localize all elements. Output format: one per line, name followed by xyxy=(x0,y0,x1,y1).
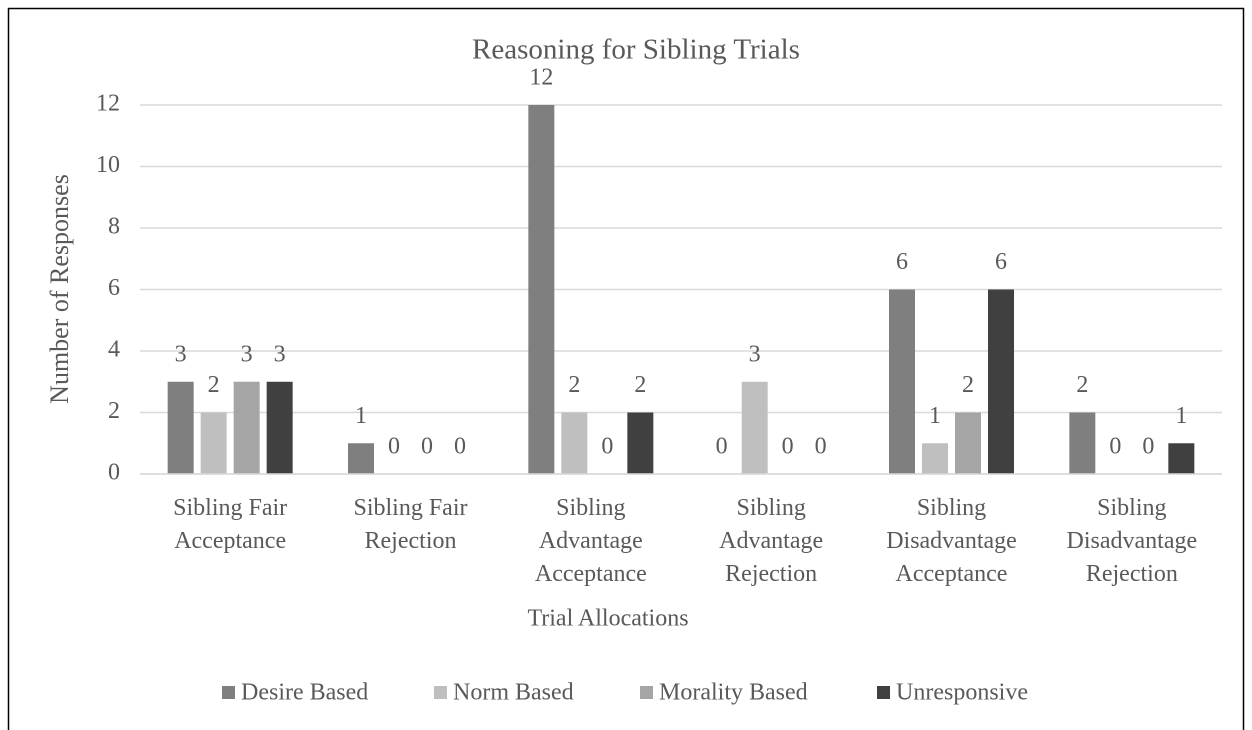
bar xyxy=(1168,443,1195,474)
data-label: 3 xyxy=(241,341,253,367)
y-tick-label: 2 xyxy=(108,398,120,424)
data-label: 1 xyxy=(1175,403,1187,429)
x-tick-label: Sibling Advantage Rejection xyxy=(719,495,824,587)
data-label: 0 xyxy=(782,434,794,460)
data-label: 2 xyxy=(634,372,646,398)
y-tick-label: 10 xyxy=(96,152,120,178)
x-tick-label: Sibling Fair Acceptance xyxy=(173,495,288,554)
bar xyxy=(889,289,915,474)
y-tick-label: 4 xyxy=(108,337,120,363)
bar xyxy=(922,443,948,474)
data-label: 3 xyxy=(175,341,187,367)
chart-title: Reasoning for Sibling Trials xyxy=(472,34,800,66)
data-label: 2 xyxy=(208,372,220,398)
y-tick-label: 12 xyxy=(96,91,120,117)
bar xyxy=(1069,412,1096,474)
data-label: 3 xyxy=(274,341,286,367)
data-label: 6 xyxy=(995,249,1007,275)
legend-swatch xyxy=(434,686,447,699)
data-label: 0 xyxy=(1109,434,1121,460)
bar xyxy=(167,381,194,474)
data-label: 3 xyxy=(749,341,761,367)
bar xyxy=(528,105,555,474)
x-tick-label: Sibling Fair Rejection xyxy=(353,495,468,554)
bar xyxy=(988,289,1014,474)
legend-swatch xyxy=(222,686,235,699)
legend-swatch xyxy=(640,686,653,699)
y-tick-label: 0 xyxy=(108,460,120,486)
data-label: 2 xyxy=(1076,372,1088,398)
bar xyxy=(266,381,293,474)
data-label: 0 xyxy=(388,434,400,460)
y-tick-label: 6 xyxy=(108,275,120,301)
data-label: 6 xyxy=(896,249,908,275)
data-label: 0 xyxy=(601,434,613,460)
legend-label: Morality Based xyxy=(659,680,808,706)
data-label: 0 xyxy=(716,434,728,460)
x-tick-label: Sibling Disadvantage Acceptance xyxy=(886,495,1017,587)
bar xyxy=(741,381,768,474)
data-label: 0 xyxy=(1142,434,1154,460)
legend-label: Desire Based xyxy=(241,680,368,706)
legend-label: Unresponsive xyxy=(896,680,1028,706)
y-axis-title: Number of Responses xyxy=(45,174,74,404)
x-axis-title: Trial Allocations xyxy=(527,606,688,632)
legend-swatch xyxy=(877,686,890,699)
x-tick-label: Sibling Advantage Acceptance xyxy=(534,495,647,587)
data-label: 0 xyxy=(815,434,827,460)
data-label: 2 xyxy=(962,372,974,398)
bar xyxy=(348,443,374,474)
bar xyxy=(955,412,981,474)
y-tick-label: 8 xyxy=(108,214,120,240)
data-label: 0 xyxy=(421,434,433,460)
data-label: 0 xyxy=(454,434,466,460)
data-label: 1 xyxy=(355,403,367,429)
data-label: 12 xyxy=(529,65,553,91)
bar xyxy=(200,412,227,474)
data-label: 2 xyxy=(568,372,580,398)
legend-label: Norm Based xyxy=(453,680,574,706)
bar xyxy=(627,412,654,474)
bar xyxy=(561,412,588,474)
data-label: 1 xyxy=(929,403,941,429)
frame xyxy=(7,7,1245,730)
x-tick-label: Sibling Disadvantage Rejection xyxy=(1066,495,1198,587)
bar xyxy=(233,381,260,474)
